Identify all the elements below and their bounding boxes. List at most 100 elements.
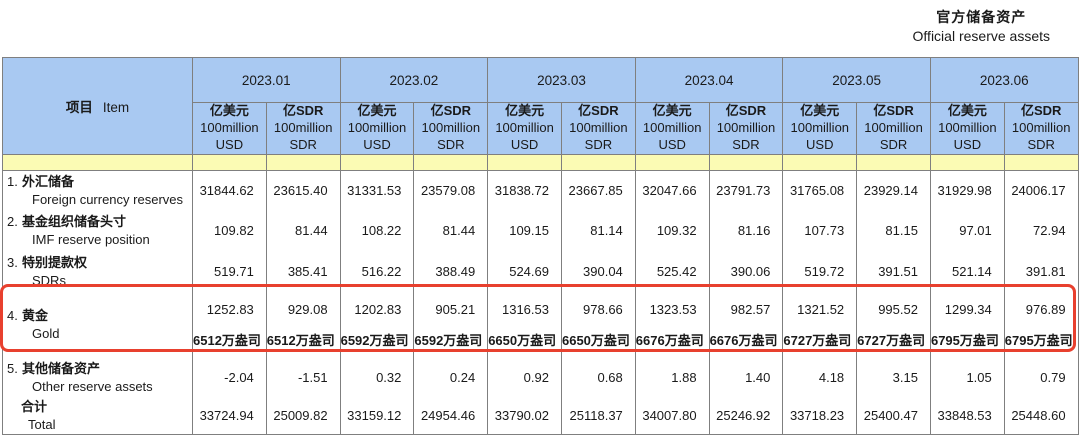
gold-value-cell: 1202.83 6592万盎司 — [339, 292, 415, 358]
value-cell: 33724.94 — [192, 397, 267, 435]
unit-usd-header: 亿美元 100million USD — [192, 102, 267, 155]
page-title: 官方储备资产 Official reserve assets — [913, 8, 1050, 46]
value-cell: 391.81 — [1003, 250, 1079, 293]
value-cell: 23667.85 — [560, 170, 636, 211]
value-cell: 24006.17 — [1003, 170, 1079, 211]
value-cell: 81.14 — [560, 210, 636, 251]
gold-value-cell: 1252.83 6512万盎司 — [192, 292, 267, 358]
value-cell: 81.16 — [708, 210, 784, 251]
value-cell: 1.05 — [929, 357, 1005, 398]
table-row-other-reserve-assets: 5. 其他储备资产 Other reserve assets -2.04 -1.5… — [2, 357, 1079, 398]
month-header-2023-06: 2023.06 — [929, 57, 1079, 103]
unit-usd-header: 亿美元 100million USD — [782, 102, 858, 155]
value-cell: 108.22 — [339, 210, 415, 251]
gold-value-cell: 976.89 6795万盎司 — [1003, 292, 1079, 358]
gold-value-cell: 1321.52 6727万盎司 — [782, 292, 858, 358]
value-cell: 81.15 — [856, 210, 931, 251]
value-cell: 519.71 — [192, 250, 267, 293]
value-cell: 524.69 — [487, 250, 562, 293]
value-cell: 33848.53 — [929, 397, 1005, 435]
value-cell: 25246.92 — [708, 397, 784, 435]
value-cell: 81.44 — [413, 210, 489, 251]
table-header: 项目 Item 2023.01 2023.02 2023.03 2023.04 2… — [2, 57, 1079, 171]
value-cell: 31765.08 — [782, 170, 858, 211]
unit-usd-header: 亿美元 100million USD — [929, 102, 1005, 155]
table-row-imf-reserve-position: 2. 基金组织储备头寸 IMF reserve position 109.82 8… — [2, 210, 1079, 251]
value-cell: 97.01 — [929, 210, 1005, 251]
unit-header-row: 亿美元 100million USD 亿SDR 100million SDR 亿美元 10… — [3, 102, 1079, 155]
value-cell: 3.15 — [856, 357, 931, 398]
value-cell: 25400.47 — [856, 397, 931, 435]
value-cell: 109.82 — [192, 210, 267, 251]
value-cell: 31331.53 — [339, 170, 415, 211]
unit-sdr-header: 亿SDR 100million SDR — [708, 102, 784, 155]
unit-usd-header: 亿美元 100million USD — [487, 102, 562, 155]
gold-value-cell: 1299.34 6795万盎司 — [929, 292, 1005, 358]
value-cell: 109.32 — [634, 210, 710, 251]
value-cell: 34007.80 — [634, 397, 710, 435]
row-label: 合计 Total — [2, 397, 193, 435]
value-cell: 24954.46 — [413, 397, 489, 435]
value-cell: 0.32 — [339, 357, 415, 398]
value-cell: 23579.08 — [413, 170, 489, 211]
value-cell: 72.94 — [1003, 210, 1079, 251]
value-cell: 525.42 — [634, 250, 710, 293]
value-cell: -2.04 — [192, 357, 267, 398]
yellow-band-row — [2, 154, 1079, 171]
value-cell: 109.15 — [487, 210, 562, 251]
value-cell: 519.72 — [782, 250, 858, 293]
value-cell: 1.88 — [634, 357, 710, 398]
month-header-2023-04: 2023.04 — [634, 57, 784, 103]
value-cell: 4.18 — [782, 357, 858, 398]
unit-sdr-header: 亿SDR 100million SDR — [560, 102, 636, 155]
month-header-2023-05: 2023.05 — [782, 57, 931, 103]
unit-usd-header: 亿美元 100million USD — [634, 102, 710, 155]
value-cell: 25009.82 — [265, 397, 341, 435]
reserve-assets-table: 项目 Item 2023.01 2023.02 2023.03 2023.04 2… — [2, 57, 1079, 435]
table-row-total: 合计 Total 33724.94 25009.82 33159.12 2495… — [2, 397, 1079, 435]
month-header-row: 项目 Item 2023.01 2023.02 2023.03 2023.04 2… — [2, 57, 1079, 155]
value-cell: 516.22 — [339, 250, 415, 293]
table-row-gold: 4. 黄金 Gold 1252.83 6512万盎司 929.08 6512万盎司 1… — [2, 292, 1079, 358]
unit-sdr-header: 亿SDR 100million SDR — [1003, 102, 1079, 155]
value-cell: -1.51 — [265, 357, 341, 398]
gold-value-cell: 995.52 6727万盎司 — [856, 292, 931, 358]
table-body: 1. 外汇储备 Foreign currency reserves 31844.6… — [2, 170, 1079, 435]
value-cell: 31844.62 — [192, 170, 267, 211]
value-cell: 390.06 — [708, 250, 784, 293]
value-cell: 385.41 — [265, 250, 341, 293]
item-header-zh: 项目 — [65, 100, 93, 115]
value-cell: 25448.60 — [1003, 397, 1079, 435]
gold-value-cell: 978.66 6650万盎司 — [560, 292, 636, 358]
page-title-zh: 官方储备资产 — [936, 9, 1027, 25]
value-cell: 23929.14 — [856, 170, 931, 211]
row-label: 2. 基金组织储备头寸 IMF reserve position — [2, 210, 193, 251]
gold-value-cell: 1323.53 6676万盎司 — [634, 292, 710, 358]
value-cell: 31838.72 — [487, 170, 562, 211]
page-title-en: Official reserve assets — [912, 27, 1050, 44]
value-cell: 1.40 — [708, 357, 784, 398]
item-header-en: Item — [102, 100, 130, 115]
value-cell: 33718.23 — [782, 397, 858, 435]
value-cell: 0.24 — [413, 357, 489, 398]
reserve-assets-table-wrap: 项目 Item 2023.01 2023.02 2023.03 2023.04 2… — [2, 57, 1079, 435]
value-cell: 391.51 — [856, 250, 931, 293]
table-row-foreign-currency-reserves: 1. 外汇储备 Foreign currency reserves 31844.6… — [2, 170, 1079, 211]
unit-sdr-header: 亿SDR 100million SDR — [856, 102, 931, 155]
value-cell: 0.92 — [487, 357, 562, 398]
month-header-2023-01: 2023.01 — [192, 57, 341, 103]
value-cell: 0.79 — [1003, 357, 1079, 398]
value-cell: 32047.66 — [634, 170, 710, 211]
row-label: 3. 特别提款权 SDRs — [2, 250, 193, 293]
gold-value-cell: 929.08 6512万盎司 — [265, 292, 341, 358]
value-cell: 107.73 — [782, 210, 858, 251]
gold-value-cell: 982.57 6676万盎司 — [708, 292, 784, 358]
value-cell: 388.49 — [413, 250, 489, 293]
row-label: 4. 黄金 Gold — [2, 292, 193, 358]
row-label: 1. 外汇储备 Foreign currency reserves — [2, 170, 193, 211]
gold-value-cell: 1316.53 6650万盎司 — [487, 292, 562, 358]
value-cell: 390.04 — [560, 250, 636, 293]
value-cell: 521.14 — [929, 250, 1005, 293]
unit-sdr-header: 亿SDR 100million SDR — [413, 102, 489, 155]
gold-value-cell: 905.21 6592万盎司 — [413, 292, 489, 358]
